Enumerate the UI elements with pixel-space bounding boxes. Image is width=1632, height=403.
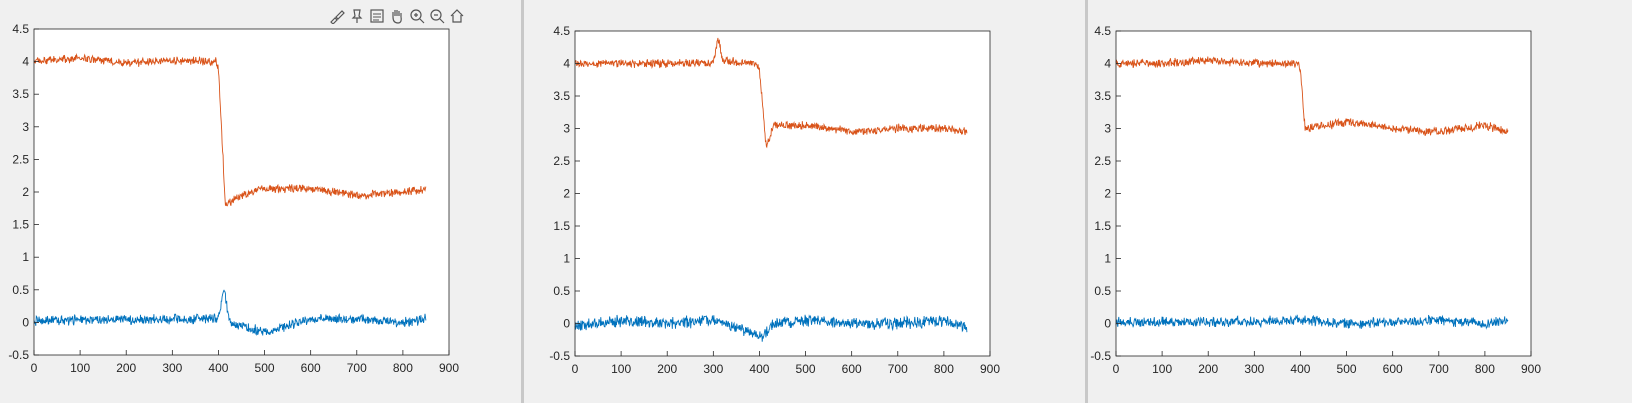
x-tick-label: 500: [796, 362, 816, 376]
chart-1[interactable]: 0 100 200 300 400 500 600 700 800 900-0.500.511.5…: [0, 0, 520, 403]
x-tick-label: 300: [703, 362, 723, 376]
y-tick-label: 1.5: [12, 218, 29, 232]
x-tick-label: 800: [934, 362, 954, 376]
x-tick-label: 0: [572, 362, 579, 376]
y-tick-label: 1: [22, 250, 29, 264]
brush-button[interactable]: [328, 6, 346, 26]
y-tick-label: 1: [563, 252, 570, 266]
chart-3[interactable]: 0 100 200 300 400 500 600 700 800 900-0.500.511.5…: [1088, 0, 1632, 403]
figure-panel-3: 0 100 200 300 400 500 600 700 800 900 -0.5 0 0.5 1 1.5…: [1088, 0, 1632, 403]
data-tips-icon: [351, 9, 363, 23]
y-tick-label: 3.5: [12, 87, 29, 101]
chart-2[interactable]: 0 100 200 300 400 500 600 700 800 900-0.500.511.5…: [524, 0, 1084, 403]
x-tick-label: 800: [393, 361, 413, 375]
y-tick-label: 2.5: [553, 154, 570, 168]
y-tick-label: 4: [1104, 57, 1111, 71]
series-line: [574, 37, 968, 149]
zoom-out-icon: [430, 9, 445, 24]
pan-icon: [392, 10, 402, 24]
x-tick-label: 600: [842, 362, 862, 376]
x-tick-label: 300: [162, 361, 182, 375]
brush-icon: [330, 10, 345, 24]
zoom-in-button[interactable]: [408, 6, 426, 26]
y-tick-label: 1.5: [1094, 219, 1111, 233]
x-tick-label: 700: [347, 361, 367, 375]
x-tick-label: 600: [301, 361, 321, 375]
y-tick-label: 0: [22, 315, 29, 329]
y-tick-label: 2: [563, 187, 570, 201]
y-tick-label: 3: [22, 120, 29, 134]
y-tick-label: 0: [1104, 317, 1111, 331]
figure-panel-2: 0 100 200 300 400 500 600 700 800 900 -0.5 0 0.5 1 1.5…: [524, 0, 1084, 403]
x-tick-label: 900: [980, 362, 1000, 376]
series-line: [1115, 314, 1509, 330]
axes-toolbar: [328, 6, 466, 26]
x-tick-label: 300: [1244, 362, 1264, 376]
series-line: [574, 314, 968, 342]
y-tick-label: -0.5: [1090, 349, 1111, 363]
y-tick-label: 2.5: [1094, 154, 1111, 168]
figure-panel-1: 0 100 200 300 400 500 600 700 800 900 -0.5 0 0.5 1 1.5…: [0, 0, 520, 403]
plot-area: [34, 29, 449, 355]
x-tick-label: 100: [611, 362, 631, 376]
x-tick-label: 200: [657, 362, 677, 376]
y-tick-label: 0: [563, 317, 570, 331]
y-tick-label: 3.5: [553, 89, 570, 103]
x-tick-label: 600: [1383, 362, 1403, 376]
y-tick-label: 2: [22, 185, 29, 199]
y-tick-label: 1.5: [553, 219, 570, 233]
x-tick-label: 200: [116, 361, 136, 375]
x-tick-label: 500: [1337, 362, 1357, 376]
pan-button[interactable]: [388, 6, 406, 26]
panel-divider[interactable]: [1085, 0, 1088, 403]
x-tick-label: 900: [439, 361, 459, 375]
y-tick-label: 0.5: [12, 283, 29, 297]
x-tick-label: 100: [1152, 362, 1172, 376]
zoom-out-button[interactable]: [428, 6, 446, 26]
x-tick-label: 500: [255, 361, 275, 375]
series-line: [33, 289, 427, 336]
y-tick-label: 4.5: [553, 24, 570, 38]
x-tick-label: 400: [208, 361, 228, 375]
x-tick-label: 800: [1475, 362, 1495, 376]
series-line: [1115, 56, 1509, 136]
home-button[interactable]: [448, 6, 466, 26]
x-tick-label: 0: [31, 361, 38, 375]
y-tick-label: 1: [1104, 252, 1111, 266]
plot-area: [1116, 31, 1531, 356]
y-tick-label: 0.5: [1094, 284, 1111, 298]
data-tips-button[interactable]: [348, 6, 366, 26]
home-icon: [450, 9, 464, 23]
y-tick-label: 4: [563, 57, 570, 71]
x-tick-label: 100: [70, 361, 90, 375]
zoom-in-icon: [410, 9, 425, 24]
x-tick-label: 400: [1290, 362, 1310, 376]
y-tick-label: 2: [1104, 187, 1111, 201]
panel-divider[interactable]: [521, 0, 524, 403]
y-tick-label: 4.5: [12, 22, 29, 36]
y-tick-label: -0.5: [549, 349, 570, 363]
y-tick-label: 4: [22, 55, 29, 69]
y-tick-label: -0.5: [8, 348, 29, 362]
y-tick-label: 2.5: [12, 152, 29, 166]
x-tick-label: 700: [1429, 362, 1449, 376]
legend-button[interactable]: [368, 6, 386, 26]
y-tick-label: 3.5: [1094, 89, 1111, 103]
x-tick-label: 700: [888, 362, 908, 376]
x-tick-label: 400: [749, 362, 769, 376]
y-tick-label: 3: [1104, 122, 1111, 136]
x-tick-label: 900: [1521, 362, 1541, 376]
y-tick-label: 4.5: [1094, 24, 1111, 38]
x-tick-label: 200: [1198, 362, 1218, 376]
y-tick-label: 3: [563, 122, 570, 136]
legend-icon: [370, 9, 384, 23]
x-tick-label: 0: [1113, 362, 1120, 376]
series-line: [33, 52, 427, 207]
plot-area: [575, 31, 990, 356]
y-tick-label: 0.5: [553, 284, 570, 298]
